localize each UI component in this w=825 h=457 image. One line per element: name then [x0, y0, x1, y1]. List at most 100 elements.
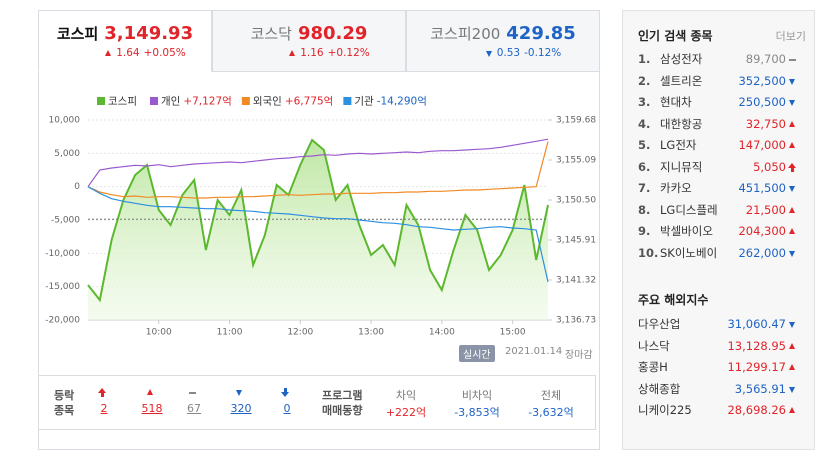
rank: 7.: [638, 181, 651, 195]
icon-wrap: [788, 135, 800, 155]
tab-row: 0.53 -0.12%: [407, 47, 599, 59]
icon-wrap: [788, 379, 800, 399]
tab-row: 코스닥 980.29: [213, 23, 405, 44]
overseas-title: 주요 해외지수: [638, 293, 709, 307]
index-value: 3,565.91: [734, 381, 786, 396]
rank: 3.: [638, 95, 651, 109]
breadth-item[interactable]: 518: [137, 385, 167, 415]
price: 32,750: [745, 116, 786, 131]
index-value: 28,698.26: [727, 403, 786, 417]
popular-row[interactable]: 2. 셀트리온 352,500: [638, 71, 800, 91]
popular-row[interactable]: 6. 지니뮤직 5,050: [638, 157, 800, 177]
popular-row[interactable]: 8. LG디스플레 21,500: [638, 200, 800, 220]
overseas-row[interactable]: 상해종합 3,565.91: [638, 379, 800, 399]
index-tab[interactable]: 코스피 3,149.93 1.64 +0.05%: [38, 10, 212, 72]
x-tick-label: 14:00: [429, 328, 455, 338]
overseas-row[interactable]: 니케이225 28,698.26: [638, 400, 800, 420]
popular-row[interactable]: 10. SK이노베이 262,000: [638, 243, 800, 263]
program-name: 비차익: [461, 389, 493, 402]
x-tick-label: 10:00: [146, 328, 172, 338]
stock-name: LG전자: [660, 138, 697, 152]
icon-wrap: [788, 178, 800, 198]
x-tick-label: 12:00: [287, 328, 313, 338]
y-tick-label: -10,000: [45, 249, 80, 259]
index-tab[interactable]: 코스피200 429.85 0.53 -0.12%: [406, 10, 600, 72]
program-item: 차익 +222억: [371, 387, 441, 421]
popular-row[interactable]: 7. 카카오 451,500: [638, 178, 800, 198]
index-value: 980.29: [297, 23, 368, 44]
label-line: 종목: [54, 404, 75, 417]
change-icon: [788, 98, 797, 107]
program-name: 전체: [540, 389, 562, 402]
y2-tick-label: 3,136.73: [556, 316, 596, 326]
breadth-count: 67: [187, 402, 201, 415]
change-icon: [788, 55, 797, 64]
program-item: 비차익 -3,853억: [442, 387, 512, 421]
legend-swatch: [241, 97, 250, 105]
price: 262,000: [738, 245, 786, 260]
change-icon: [104, 49, 113, 58]
date: 2021.01.14: [505, 346, 563, 357]
area: [88, 140, 548, 320]
program-item: 전체 -3,632억: [516, 387, 586, 421]
popular-row[interactable]: 1. 삼성전자 89,700: [638, 49, 800, 69]
change-icon: [288, 49, 297, 58]
program-name: 차익: [395, 389, 417, 402]
price: 250,500: [738, 95, 786, 109]
tab-row: 1.16 +0.12%: [213, 47, 405, 59]
index-rate: -0.12%: [524, 47, 562, 59]
y-tick-label: -5,000: [51, 216, 80, 226]
program-value: +222억: [385, 406, 427, 419]
popular-row[interactable]: 4. 대한항공 32,750: [638, 114, 800, 134]
change-icon: [485, 49, 494, 58]
rank: 1.: [638, 52, 651, 66]
popular-row[interactable]: 9. 박셀바이오 204,300: [638, 221, 800, 241]
change-icon: [281, 387, 290, 397]
legend-swatch: [343, 97, 352, 105]
rank: 8.: [638, 202, 651, 217]
index-name: 코스피: [56, 25, 99, 43]
line: [87, 186, 549, 283]
index-value: 429.85: [506, 23, 576, 44]
overseas-row[interactable]: 나스닥 13,128.95: [638, 336, 800, 356]
overseas-row[interactable]: 홍콩H 11,299.17: [638, 357, 800, 377]
breadth-item[interactable]: 2: [89, 385, 119, 415]
change-icon: [788, 141, 797, 150]
change-icon: [788, 77, 797, 86]
y2-tick-label: 3,141.32: [556, 276, 596, 286]
legend-value: +6,775억: [285, 96, 334, 108]
popular-row[interactable]: 5. LG전자 147,000: [638, 135, 800, 155]
popular-row[interactable]: 3. 현대차 250,500: [638, 92, 800, 112]
stock-name: 박셀바이오: [660, 224, 713, 238]
rank: 2.: [638, 73, 651, 88]
change-icon: [788, 342, 797, 351]
y-tick-label: -20,000: [45, 316, 80, 326]
breadth-item[interactable]: 0: [272, 385, 302, 415]
icon-wrap: [788, 400, 800, 420]
icon-wrap: [788, 243, 800, 263]
index-name: 다우산업: [638, 317, 681, 331]
icon-wrap: [788, 357, 800, 377]
breadth-item[interactable]: 67: [179, 385, 209, 415]
change-icon: [788, 162, 797, 172]
legend-label: 코스피: [108, 96, 137, 108]
icon-wrap: [788, 114, 800, 134]
side-panel: 인기 검색 종목 더보기 주요 해외지수 1. 삼성전자 89,700 2. 셀트리온 3…: [622, 10, 815, 450]
program-value: -3,632억: [528, 406, 574, 419]
index-change: 1.64: [116, 47, 140, 59]
label-line: 프로그램: [322, 389, 363, 402]
stock-name: 셀트리온: [660, 73, 703, 88]
index-tab[interactable]: 코스닥 980.29 1.16 +0.12%: [212, 10, 406, 72]
index-value: 3,149.93: [104, 23, 194, 44]
change-icon: [188, 388, 197, 397]
more-link[interactable]: 더보기: [775, 30, 806, 43]
index-change: 1.16: [300, 47, 324, 59]
breadth-item[interactable]: 320: [226, 385, 256, 415]
breadth-count: 320: [230, 402, 252, 415]
legend-swatch: [97, 97, 105, 105]
breadth-label: 등락 종목: [54, 388, 74, 418]
change-icon: [146, 388, 155, 397]
overseas-row[interactable]: 다우산업 31,060.47: [638, 314, 800, 334]
index-name: 나스닥: [638, 338, 670, 353]
change-icon: [788, 227, 797, 236]
